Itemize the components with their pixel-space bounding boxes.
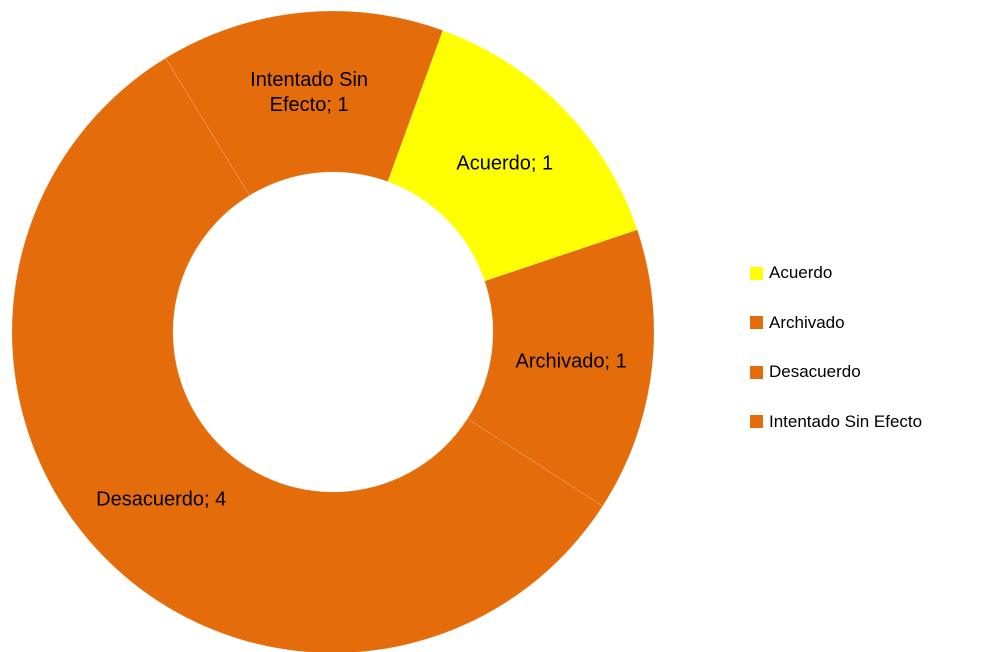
data-label: Intentado Sin Efecto; 1 [250,69,369,117]
data-label: Archivado; 1 [515,350,627,373]
legend-swatch [750,266,763,280]
donut-slice [11,57,604,652]
legend-label: Intentado Sin Efecto [769,411,923,431]
legend-item: Desacuerdo [750,362,861,382]
legend-swatch [750,365,763,379]
data-label: Desacuerdo; 4 [96,488,227,511]
donut-slice [466,229,655,507]
data-label: Acuerdo; 1 [456,152,554,175]
donut-slice [165,10,444,196]
donut-slice [387,29,638,282]
legend-item: Acuerdo [750,263,832,283]
legend-item: Intentado Sin Efecto [750,412,922,432]
legend-label: Archivado [769,312,845,332]
legend-swatch [750,415,763,428]
legend-label: Desacuerdo [769,362,861,381]
legend-item: Archivado [750,313,845,333]
legend-swatch [750,316,763,329]
legend-label: Acuerdo [769,263,833,282]
